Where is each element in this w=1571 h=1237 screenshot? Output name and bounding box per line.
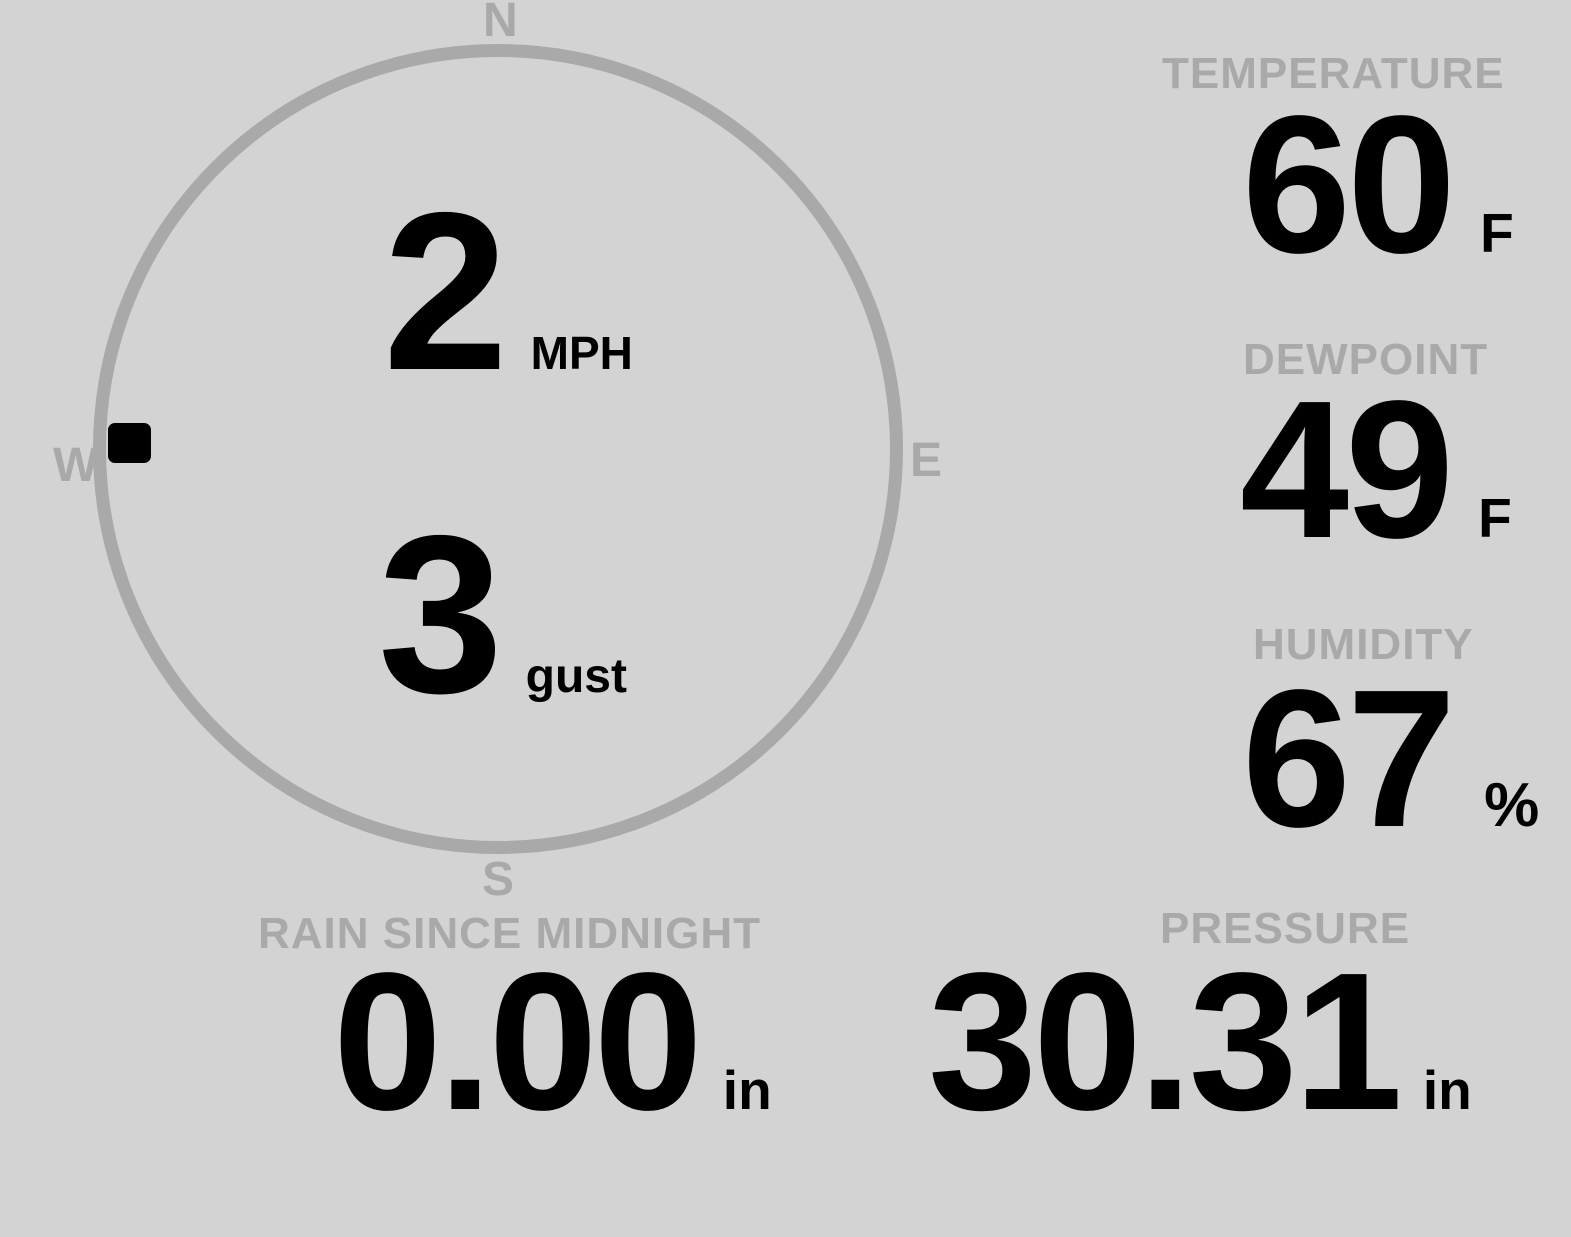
dewpoint-value: 49 <box>1240 360 1454 579</box>
wind-direction-marker <box>108 423 151 463</box>
rain-label: RAIN SINCE MIDNIGHT <box>258 909 761 958</box>
rain-reading: 0.00 in <box>333 944 772 1140</box>
pressure-label: PRESSURE <box>1160 904 1411 953</box>
temperature-value: 60 <box>1242 75 1456 294</box>
temperature-reading: 60 F <box>1242 87 1514 283</box>
compass-label-east: E <box>910 434 943 487</box>
wind-gust-value: 3 <box>378 488 503 740</box>
temperature-unit: F <box>1480 202 1514 264</box>
wind-gust: 3 gust <box>378 502 627 727</box>
rain-value: 0.00 <box>333 932 703 1151</box>
humidity-value: 67 <box>1242 649 1456 868</box>
humidity-unit: % <box>1484 771 1540 840</box>
pressure-unit: in <box>1422 1059 1472 1121</box>
wind-gust-unit: gust <box>525 650 627 703</box>
compass-label-north: N <box>483 0 518 47</box>
wind-speed-unit: MPH <box>530 327 633 379</box>
compass-label-west: W <box>53 439 99 492</box>
temperature-label: TEMPERATURE <box>1162 49 1505 98</box>
wind-speed: 2 MPH <box>383 179 633 404</box>
dewpoint-unit: F <box>1478 487 1512 549</box>
dewpoint-label: DEWPOINT <box>1243 335 1489 384</box>
pressure-reading: 30.31 in <box>928 944 1472 1140</box>
humidity-reading: 67 % <box>1242 661 1539 857</box>
pressure-value: 30.31 <box>928 932 1403 1151</box>
dewpoint-reading: 49 F <box>1240 372 1512 568</box>
humidity-label: HUMIDITY <box>1253 620 1474 669</box>
wind-speed-value: 2 <box>383 165 508 417</box>
compass-label-south: S <box>482 853 515 906</box>
rain-unit: in <box>722 1059 772 1121</box>
